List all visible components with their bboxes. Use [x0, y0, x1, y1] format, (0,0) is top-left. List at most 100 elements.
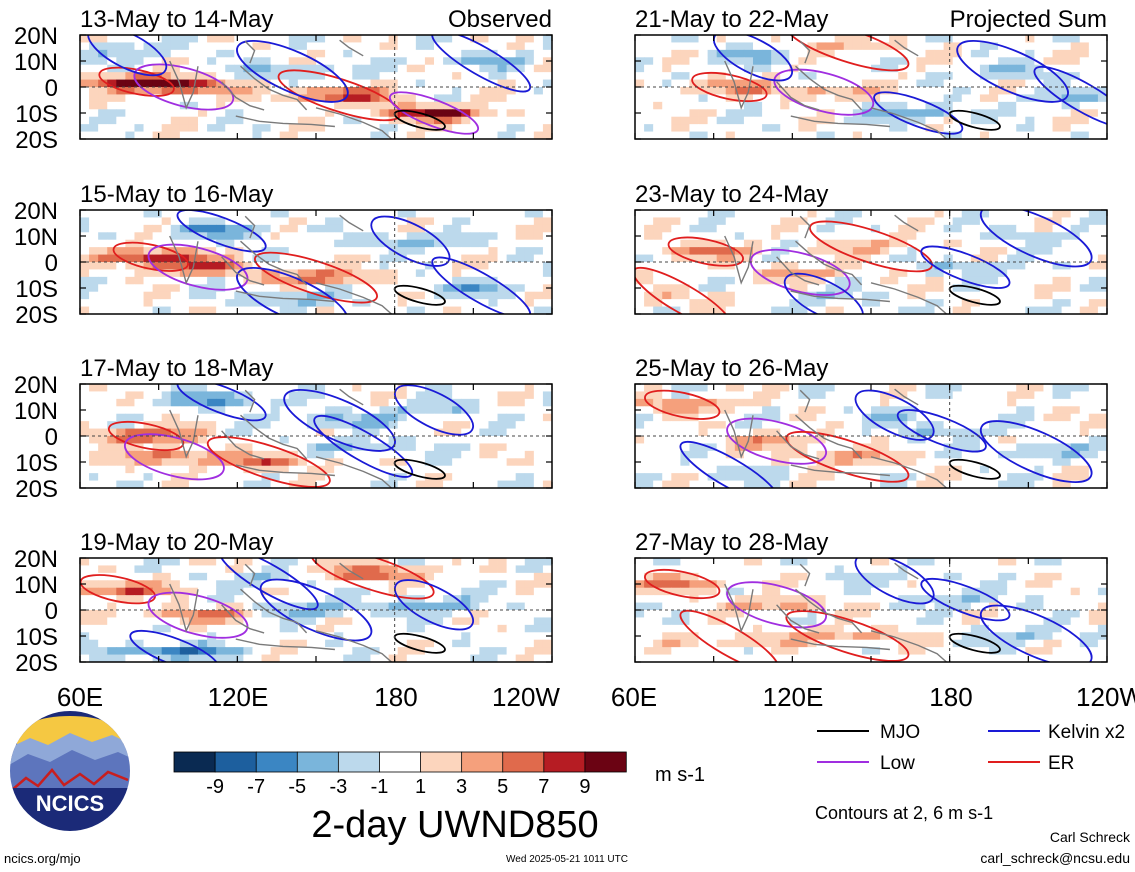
heatmap-cell: [743, 306, 754, 314]
heatmap-cell: [452, 94, 462, 103]
heatmap-cell: [361, 587, 371, 596]
heatmap-cell: [497, 458, 508, 467]
heatmap-cell: [743, 247, 754, 255]
heatmap-cell: [753, 101, 763, 110]
heatmap-cell: [662, 406, 672, 415]
heatmap-cell: [134, 79, 144, 88]
heatmap-cell: [1070, 87, 1081, 95]
heatmap-cell: [252, 276, 262, 285]
heatmap-cell: [644, 413, 654, 422]
heatmap-cell: [125, 602, 135, 611]
heatmap-cell: [479, 624, 489, 633]
heatmap-cell: [807, 398, 817, 407]
heatmap-cell: [80, 42, 90, 51]
heatmap-cell: [325, 654, 335, 662]
heatmap-cell: [716, 291, 727, 300]
heatmap-cell: [170, 262, 181, 270]
heatmap-cell: [98, 269, 108, 278]
heatmap-cell: [979, 79, 990, 88]
heatmap-cell: [452, 654, 462, 662]
heatmap-cell: [798, 291, 808, 300]
heatmap-cell: [925, 87, 935, 95]
heatmap-cell: [1079, 291, 1090, 300]
heatmap-cell: [662, 269, 672, 278]
heatmap-cell: [843, 413, 854, 422]
heatmap-cell: [379, 224, 390, 233]
heatmap-cell: [898, 35, 908, 43]
heatmap-cell: [452, 35, 462, 43]
heatmap-cell: [443, 595, 453, 603]
heatmap-cell: [352, 384, 362, 392]
heatmap-cell: [288, 284, 299, 293]
heatmap-cell: [279, 428, 290, 437]
heatmap-cell: [234, 101, 244, 110]
heatmap-cell: [998, 224, 1008, 233]
heatmap-cell: [143, 391, 154, 400]
heatmap-cell: [515, 473, 526, 481]
heatmap-cell: [452, 101, 462, 110]
heatmap-cell: [152, 79, 163, 88]
heatmap-cell: [207, 450, 217, 459]
heatmap-cell: [698, 64, 709, 73]
heatmap-cell: [188, 473, 199, 481]
coastline: [799, 215, 811, 239]
heatmap-cell: [698, 232, 709, 241]
heatmap-cell: [907, 210, 917, 218]
heatmap-cell: [134, 565, 144, 574]
heatmap-cell: [379, 654, 390, 662]
heatmap-cell: [889, 232, 899, 241]
heatmap-cell: [443, 101, 453, 110]
heatmap-cell: [125, 217, 135, 226]
heatmap-cell: [406, 269, 417, 278]
heatmap-cell: [98, 306, 108, 314]
heatmap-cell: [343, 79, 353, 88]
heatmap-cell: [1052, 299, 1063, 307]
heatmap-cell: [506, 610, 517, 618]
heatmap-cell: [225, 580, 235, 589]
heatmap-cell: [734, 247, 745, 255]
heatmap-cell: [179, 72, 190, 80]
contour-line: [979, 210, 1093, 268]
heatmap-cell: [934, 269, 945, 278]
heatmap-cell: [1088, 109, 1099, 118]
heatmap-cell: [188, 398, 199, 407]
heatmap-cell: [635, 87, 645, 95]
heatmap-cell: [80, 436, 90, 444]
heatmap-cell: [989, 224, 999, 233]
heatmap-cell: [533, 654, 544, 662]
heatmap-cell: [379, 299, 390, 307]
heatmap-cell: [989, 49, 999, 58]
heatmap-cell: [1070, 224, 1081, 233]
heatmap-cell: [497, 558, 508, 566]
heatmap-cell: [542, 587, 552, 596]
heatmap-cell: [871, 116, 881, 125]
y-tick-label: 20S: [15, 302, 58, 329]
heatmap-cell: [825, 413, 836, 422]
heatmap-cell: [261, 116, 272, 125]
heatmap-cell: [152, 64, 163, 73]
heatmap-cell: [234, 428, 244, 437]
heatmap-cell: [143, 306, 154, 314]
heatmap-cell: [434, 443, 444, 452]
heatmap-cell: [515, 480, 526, 488]
contour-line: [147, 243, 249, 291]
heatmap-cell: [542, 124, 552, 132]
heatmap-cell: [889, 124, 899, 132]
heatmap-cell: [497, 624, 508, 633]
heatmap-cell: [734, 262, 745, 270]
heatmap-cell: [198, 262, 208, 270]
heatmap-cell: [698, 124, 709, 132]
heatmap-cell: [961, 210, 972, 218]
heatmap-cell: [644, 224, 654, 233]
heatmap-cell: [725, 72, 736, 80]
heatmap-cell: [279, 72, 290, 80]
heatmap-cell: [497, 391, 508, 400]
heatmap-cell: [370, 35, 380, 43]
heatmap-cell: [1052, 406, 1063, 415]
heatmap-cell: [1061, 35, 1072, 43]
heatmap-cell: [707, 101, 718, 110]
heatmap-cell: [716, 87, 727, 95]
heatmap-cell: [707, 79, 718, 88]
heatmap-cell: [352, 306, 362, 314]
heatmap-cell: [515, 632, 526, 641]
